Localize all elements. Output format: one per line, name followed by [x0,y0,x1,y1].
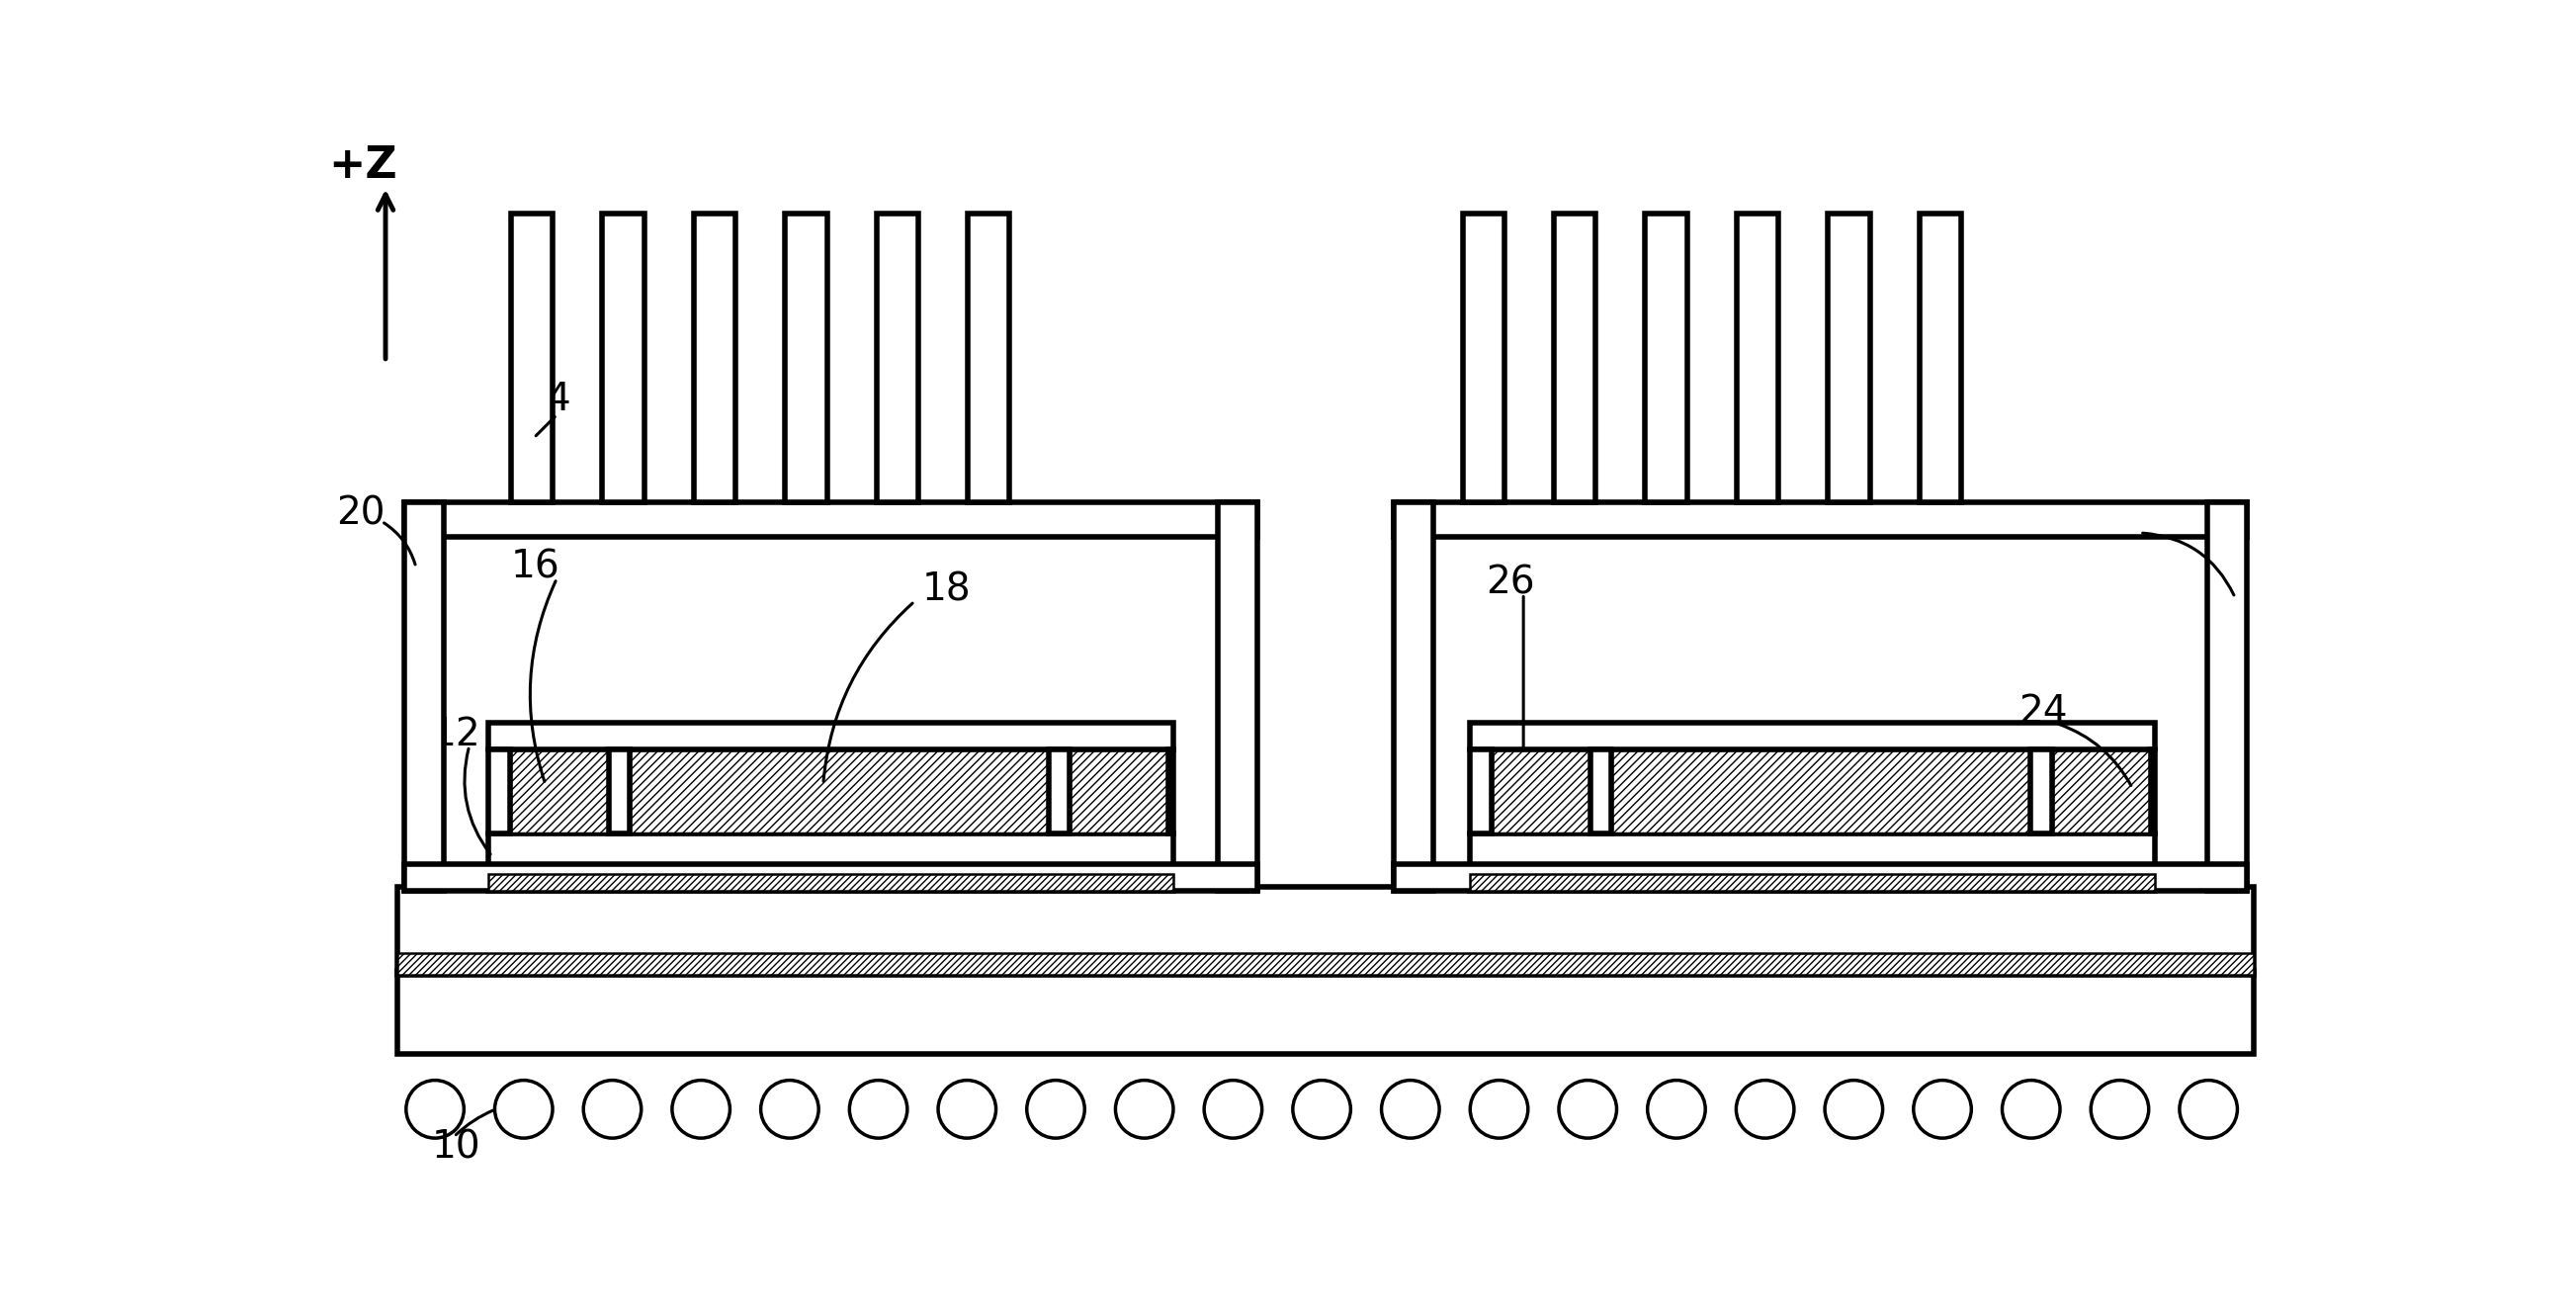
Bar [397,970,2254,1054]
Circle shape [1203,1081,1262,1138]
Circle shape [1028,1081,1084,1138]
Circle shape [1914,1081,1971,1138]
Bar [1829,213,1870,503]
Circle shape [1381,1081,1440,1138]
Text: 26: 26 [1486,563,1535,601]
Circle shape [407,1081,464,1138]
Circle shape [1824,1081,1883,1138]
Bar [786,213,827,503]
Bar [1553,213,1595,503]
Text: 20: 20 [335,495,384,533]
Bar [1589,750,1613,834]
Bar [1048,750,1069,834]
Bar [1170,750,1172,834]
Circle shape [2002,1081,2061,1138]
Text: 24: 24 [2017,693,2066,730]
Bar [2050,750,2151,834]
Circle shape [1558,1081,1618,1138]
Bar [1394,503,1435,890]
Bar [1463,213,1504,503]
Bar [693,213,737,503]
Bar [1471,874,2156,890]
Bar [1646,213,1687,503]
Bar [404,503,443,890]
Bar [2151,750,2156,834]
Bar [1613,750,2030,834]
Bar [2030,750,2050,834]
Bar [1471,723,2156,750]
Bar [1919,213,1960,503]
Circle shape [1471,1081,1528,1138]
Bar [608,750,631,834]
Circle shape [1115,1081,1172,1138]
Circle shape [495,1081,554,1138]
Bar [510,750,608,834]
Circle shape [2092,1081,2148,1138]
Bar [489,750,510,834]
Circle shape [760,1081,819,1138]
Bar [969,213,1010,503]
Bar [1394,864,2246,890]
Circle shape [2179,1081,2239,1138]
Bar [631,750,1048,834]
Bar [1069,750,1170,834]
Bar [489,834,1172,890]
Bar [603,213,644,503]
Bar [404,503,1257,537]
Circle shape [1649,1081,1705,1138]
Bar [1218,503,1257,890]
Text: 14: 14 [523,381,572,419]
Bar [489,723,1172,750]
Bar [397,953,2254,974]
Text: 16: 16 [510,549,562,586]
Circle shape [850,1081,907,1138]
Text: 12: 12 [430,716,479,754]
Bar [397,886,2254,974]
Text: 18: 18 [922,571,971,609]
Bar [2208,503,2246,890]
Text: 22: 22 [2117,503,2166,540]
Bar [489,874,1172,890]
Circle shape [582,1081,641,1138]
Bar [1471,834,2156,890]
Bar [404,864,1257,890]
Bar [510,213,554,503]
Circle shape [1736,1081,1793,1138]
Bar [1394,503,2246,537]
Text: +Z: +Z [327,144,397,186]
Bar [1492,750,1589,834]
Bar [1471,750,1492,834]
Circle shape [938,1081,997,1138]
Bar [1736,213,1777,503]
Circle shape [1293,1081,1350,1138]
Circle shape [672,1081,729,1138]
Text: 10: 10 [430,1128,479,1166]
Bar [876,213,917,503]
